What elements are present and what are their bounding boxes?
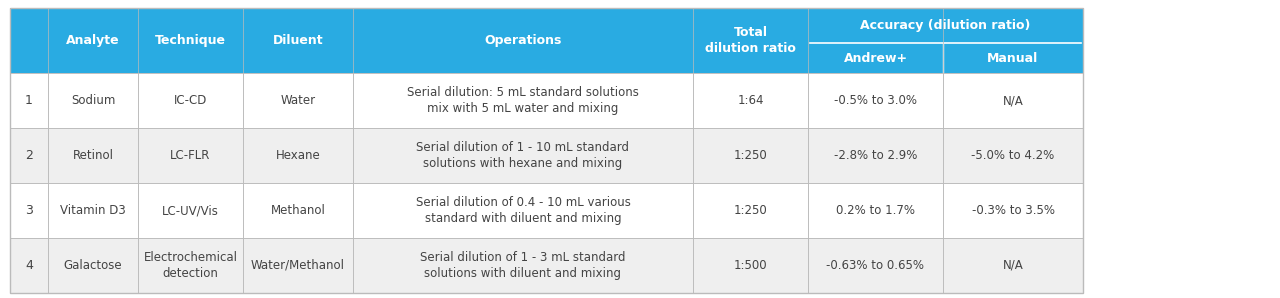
Text: Technique: Technique [155, 34, 227, 47]
Text: -0.5% to 3.0%: -0.5% to 3.0% [835, 94, 916, 107]
Bar [243, 8, 353, 73]
Text: Serial dilution of 1 - 10 mL standard
solutions with hexane and mixing: Serial dilution of 1 - 10 mL standard so… [416, 141, 630, 170]
Text: Diluent: Diluent [273, 34, 324, 47]
Text: Analyte: Analyte [67, 34, 120, 47]
Bar [243, 183, 353, 238]
Bar [138, 8, 243, 73]
Text: 1:64: 1:64 [737, 94, 764, 107]
Bar [243, 73, 353, 128]
Bar [808, 43, 943, 73]
Text: 4: 4 [26, 259, 33, 272]
Bar [808, 73, 943, 128]
Bar [943, 238, 1083, 293]
Text: 1:250: 1:250 [733, 149, 768, 162]
Text: 1: 1 [26, 94, 33, 107]
Bar [10, 238, 49, 293]
Text: Electrochemical
detection: Electrochemical detection [143, 251, 238, 280]
Bar [353, 238, 692, 293]
Text: 2: 2 [26, 149, 33, 162]
Text: -5.0% to 4.2%: -5.0% to 4.2% [972, 149, 1055, 162]
Bar [353, 73, 692, 128]
Bar [353, 128, 692, 183]
Bar [49, 73, 138, 128]
Bar [138, 128, 243, 183]
Bar [692, 8, 808, 73]
Bar [808, 238, 943, 293]
Text: -0.3% to 3.5%: -0.3% to 3.5% [972, 204, 1055, 217]
Text: Accuracy (dilution ratio): Accuracy (dilution ratio) [860, 19, 1030, 32]
Text: Vitamin D3: Vitamin D3 [60, 204, 125, 217]
Text: Total
dilution ratio: Total dilution ratio [705, 26, 796, 55]
Bar [692, 183, 808, 238]
Bar [10, 183, 49, 238]
Text: LC-UV/Vis: LC-UV/Vis [163, 204, 219, 217]
Bar [353, 183, 692, 238]
Bar [49, 8, 138, 73]
Bar [943, 128, 1083, 183]
Text: IC-CD: IC-CD [174, 94, 207, 107]
Text: Sodium: Sodium [70, 94, 115, 107]
Bar [138, 73, 243, 128]
Text: 3: 3 [26, 204, 33, 217]
Text: 0.2% to 1.7%: 0.2% to 1.7% [836, 204, 915, 217]
Bar [692, 128, 808, 183]
Bar [138, 183, 243, 238]
Bar [808, 183, 943, 238]
Text: N/A: N/A [1002, 259, 1024, 272]
Bar [243, 128, 353, 183]
Bar [943, 43, 1083, 73]
Text: Retinol: Retinol [73, 149, 114, 162]
Text: -0.63% to 0.65%: -0.63% to 0.65% [827, 259, 924, 272]
Text: Galactose: Galactose [64, 259, 123, 272]
Text: Serial dilution of 0.4 - 10 mL various
standard with diluent and mixing: Serial dilution of 0.4 - 10 mL various s… [416, 196, 631, 225]
Text: Manual: Manual [987, 52, 1038, 64]
Text: Hexane: Hexane [275, 149, 320, 162]
Bar [49, 183, 138, 238]
Text: Water/Methanol: Water/Methanol [251, 259, 346, 272]
Text: Serial dilution of 1 - 3 mL standard
solutions with diluent and mixing: Serial dilution of 1 - 3 mL standard sol… [420, 251, 626, 280]
Bar [49, 238, 138, 293]
Bar [808, 8, 1083, 43]
Text: Andrew+: Andrew+ [844, 52, 908, 64]
Bar [692, 73, 808, 128]
Bar [943, 73, 1083, 128]
Bar [10, 8, 49, 73]
Bar [692, 238, 808, 293]
Text: Water: Water [280, 94, 316, 107]
Text: 1:250: 1:250 [733, 204, 768, 217]
Text: Methanol: Methanol [270, 204, 325, 217]
Bar [808, 128, 943, 183]
Bar [10, 73, 49, 128]
Text: N/A: N/A [1002, 94, 1024, 107]
Text: Operations: Operations [484, 34, 562, 47]
Text: LC-FLR: LC-FLR [170, 149, 211, 162]
Bar [138, 238, 243, 293]
Text: 1:500: 1:500 [733, 259, 767, 272]
Bar [943, 183, 1083, 238]
Bar [49, 128, 138, 183]
Text: Serial dilution: 5 mL standard solutions
mix with 5 mL water and mixing: Serial dilution: 5 mL standard solutions… [407, 86, 639, 115]
Bar [10, 8, 1083, 293]
Bar [353, 8, 692, 73]
Bar [10, 128, 49, 183]
Bar [243, 238, 353, 293]
Text: -2.8% to 2.9%: -2.8% to 2.9% [833, 149, 918, 162]
